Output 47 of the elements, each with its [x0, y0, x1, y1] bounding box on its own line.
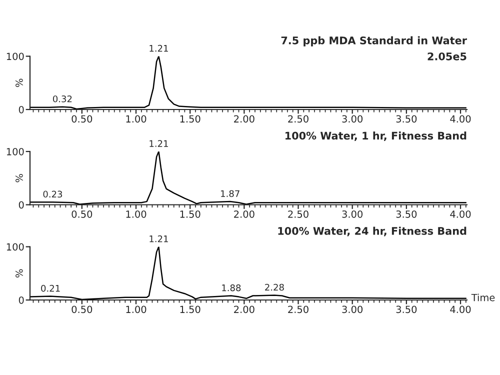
chart-title: 100% Water, 24 hr, Fitness Band	[278, 226, 466, 236]
y-tick-label: 0	[18, 106, 24, 114]
annotation: 0.21	[41, 284, 60, 292]
x-tick-label: 2.00	[234, 306, 254, 314]
chart-title: 100% Water, 1 hr, Fitness Band	[286, 132, 466, 141]
annotation: 0.32	[52, 95, 72, 102]
x-tick-label: 0.50	[72, 210, 92, 218]
annotation: 1.88	[222, 284, 241, 292]
x-tick-label: 1.00	[126, 306, 146, 314]
x-tick-label: 2.00	[234, 210, 254, 218]
x-tick-label: 0.50	[72, 115, 92, 123]
annotation: 2.28	[265, 284, 284, 291]
x-tick-label: 2.50	[288, 210, 308, 218]
y-axis-title: %	[16, 174, 23, 182]
x-tick-label: 4.00	[450, 115, 471, 123]
y-tick-label: 0	[18, 201, 24, 209]
x-tick-label: 3.00	[342, 306, 363, 314]
x-tick-label: 3.50	[396, 210, 417, 218]
x-tick-label: 3.50	[396, 115, 417, 123]
chart-subtitle: 2.05e5	[428, 52, 466, 60]
x-axis-title: Time	[471, 294, 495, 302]
x-tick-label: 1.50	[180, 115, 200, 123]
y-axis-title: %	[16, 78, 23, 87]
x-tick-label: 1.00	[126, 115, 146, 123]
x-tick-label: 0.50	[72, 306, 92, 314]
annotation: 1.87	[221, 190, 240, 198]
y-tick-label: 100	[6, 52, 24, 60]
x-tick-label: 3.50	[396, 306, 417, 314]
annotation: 1.21	[150, 235, 168, 242]
x-tick-label: 3.00	[342, 115, 363, 123]
x-tick-label: 1.50	[180, 306, 200, 314]
x-tick-label: 4.00	[450, 306, 471, 314]
x-tick-label: 1.00	[126, 210, 146, 218]
y-tick-label: 100	[6, 148, 24, 156]
y-axis-title: %	[16, 269, 23, 278]
chart-title: 7.5 ppb MDA Standard in Water	[281, 36, 467, 46]
x-tick-label: 2.00	[234, 115, 254, 123]
x-tick-label: 3.00	[342, 210, 363, 218]
x-tick-label: 4.00	[450, 210, 471, 218]
x-tick-label: 2.50	[288, 115, 308, 123]
annotation: 1.21	[150, 140, 168, 147]
x-tick-label: 2.50	[288, 306, 308, 314]
annotation: 1.21	[150, 44, 168, 52]
annotation: 0.23	[43, 190, 62, 198]
x-tick-label: 1.50	[180, 210, 200, 218]
y-tick-label: 0	[18, 296, 24, 304]
y-tick-label: 100	[6, 243, 24, 251]
